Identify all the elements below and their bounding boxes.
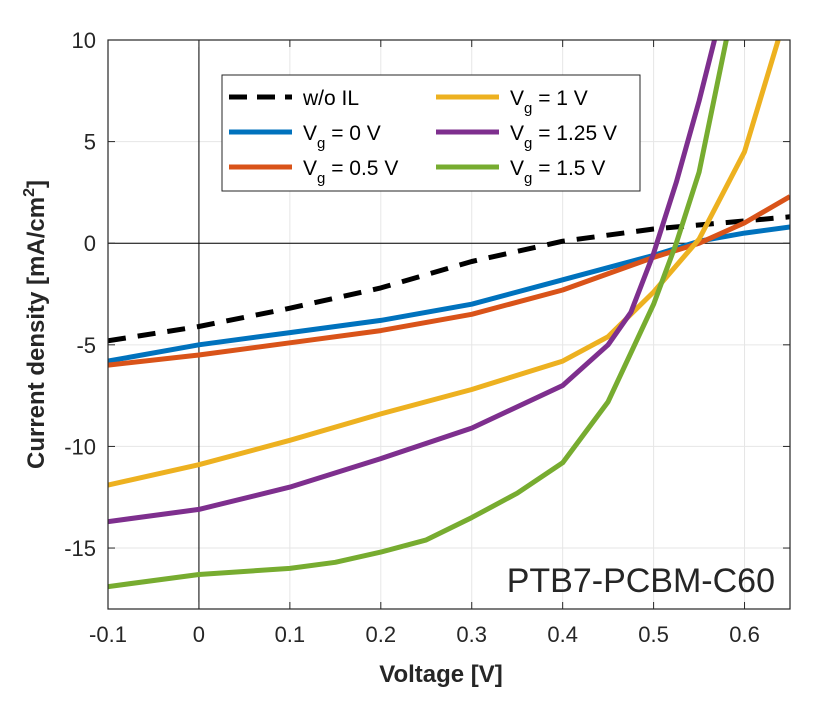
- legend-rest: = 1 V: [532, 87, 587, 110]
- legend-rest: = 1.25 V: [532, 122, 617, 145]
- legend-label-5: Vg = 1.5 V: [510, 157, 605, 187]
- legend-sub: g: [524, 100, 532, 117]
- y-axis-label: Current density [mA/cm2]: [21, 180, 50, 469]
- legend-sub: g: [317, 135, 325, 152]
- legend-name: w/o IL: [302, 87, 359, 110]
- x-tick-label: 0.6: [729, 622, 760, 647]
- series-line-2: [108, 194, 790, 368]
- series-line-5: [108, 40, 729, 590]
- x-tick-label: 0.3: [456, 622, 487, 647]
- y-tick-label: -15: [64, 536, 96, 561]
- x-tick-label: 0.5: [638, 622, 669, 647]
- legend-name: V: [510, 157, 524, 180]
- x-tick-label: -0.1: [89, 622, 127, 647]
- annotation-label: PTB7-PCBM-C60: [507, 562, 775, 600]
- legend-label-4: Vg = 1.25 V: [510, 122, 617, 152]
- x-tick-label: 0: [193, 622, 205, 647]
- legend-label-1: Vg = 0 V: [303, 122, 381, 152]
- legend-rest: = 0 V: [325, 122, 380, 145]
- y-tick-label: 0: [84, 231, 96, 256]
- series-line-1: [108, 224, 790, 364]
- series-line-3: [108, 40, 781, 488]
- axes-box: [107, 39, 791, 610]
- series-line-0: [108, 214, 790, 344]
- legend-name: V: [510, 122, 524, 145]
- legend-sub: g: [317, 170, 325, 187]
- legend-name: V: [303, 122, 317, 145]
- legend-rest: = 0.5 V: [325, 157, 398, 180]
- x-axis-label: Voltage [V]: [379, 661, 503, 688]
- legend-label-2: Vg = 0.5 V: [303, 157, 398, 187]
- x-tick-label: 0.1: [275, 622, 306, 647]
- legend-sub: g: [524, 170, 532, 187]
- y-label-end: ]: [23, 180, 50, 188]
- legend-label-3: Vg = 1 V: [510, 87, 588, 117]
- legend-name: V: [510, 87, 524, 110]
- x-tick-label: 0.4: [547, 622, 578, 647]
- legend-label-0: w/o IL: [302, 87, 359, 110]
- y-label-sup: 2: [21, 188, 38, 197]
- y-tick-label: 10: [72, 28, 96, 53]
- series-line-4: [108, 40, 717, 525]
- y-tick-label: -5: [76, 333, 96, 358]
- y-tick-label: 5: [84, 130, 96, 155]
- y-label-main: Current density [mA/cm: [23, 197, 50, 469]
- y-tick-label: -10: [64, 434, 96, 459]
- x-tick-label: 0.2: [366, 622, 397, 647]
- legend-sub: g: [524, 135, 532, 152]
- legend-rest: = 1.5 V: [532, 157, 605, 180]
- legend-name: V: [303, 157, 317, 180]
